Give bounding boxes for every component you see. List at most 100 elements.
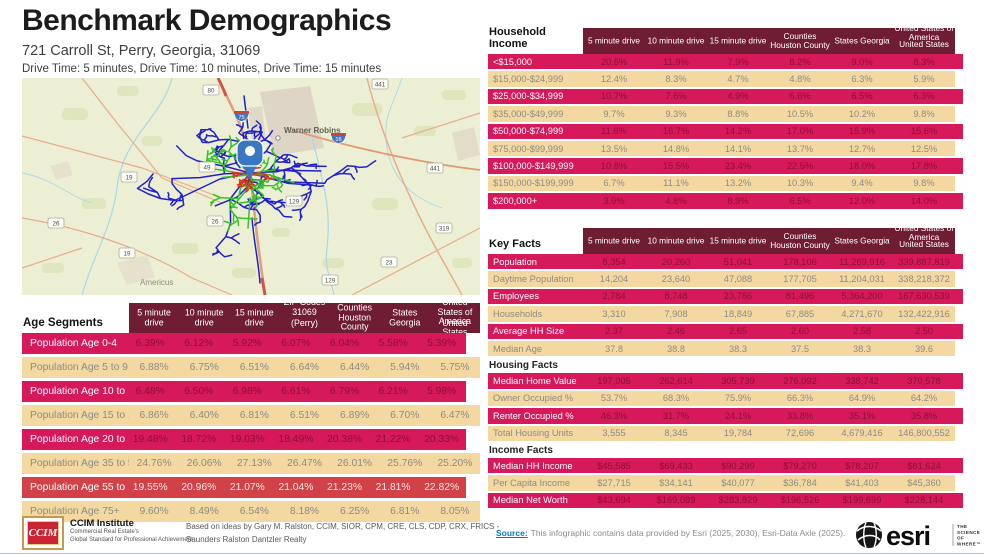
- table-row: Population Age 55 to 74 19.55% 20.96% 21.07…: [22, 477, 466, 498]
- highway-shield-number: 129: [325, 278, 336, 285]
- table-cell: 20.96%: [181, 482, 217, 493]
- table-cell: 64.9%: [848, 393, 876, 404]
- map-road: [22, 78, 480, 295]
- key-facts-table: Key Facts 5 minute drive 10 minute drive 15…: [488, 228, 963, 510]
- table-cell: 12.7%: [848, 143, 876, 154]
- table-cell: 4.8%: [665, 195, 687, 206]
- table-cell: $41,403: [845, 477, 879, 488]
- table-cell: 146,800,552: [898, 428, 950, 439]
- table-cell: 9.3%: [665, 108, 687, 119]
- table-cell: 339,887,819: [898, 256, 950, 267]
- table-cell: 20.6%: [600, 56, 628, 67]
- row-label: Households: [493, 308, 543, 319]
- table-cell: 5.94%: [390, 362, 420, 373]
- table-cell: 38.3: [852, 343, 872, 354]
- column-header: States Georgia: [379, 303, 430, 333]
- table-cell: $199,699: [842, 495, 882, 506]
- table-row: Median Age 37.8 38.8 38.3 37.5 38.3 39.6: [488, 340, 955, 357]
- table-cell: 5.98%: [427, 386, 457, 397]
- row-label: Average HH Size: [493, 326, 565, 337]
- table-row: Employees 2,784 8,748 23,786 81,496 5,364,200…: [488, 288, 963, 305]
- table-header-row: Key Facts 5 minute drive 10 minute drive 15…: [488, 228, 955, 254]
- esri-logo-graphic: esri THE SCIENCE OF WHERE™: [856, 521, 981, 551]
- table-row: $75,000-$99,999 13.5% 14.8% 14.1% 13.7% 12.7%…: [488, 140, 955, 157]
- column-header-overlap-label: United States: [899, 39, 949, 49]
- table-cell: 9.60%: [139, 506, 169, 517]
- highway-shield-number: 19: [126, 175, 133, 182]
- table-cell: 19.55%: [132, 482, 168, 493]
- column-header-overlap-label: United States: [442, 318, 468, 333]
- highway-shield-icon: 129: [321, 274, 339, 286]
- table-cell: 12.4%: [600, 74, 628, 85]
- table-row: Population Age 35 to 54 24.76% 26.06% 27.13…: [22, 453, 480, 474]
- table-row: Median HH Income $45,585 $69,433 $90,299 $79…: [488, 457, 963, 474]
- table-cell: 23,786: [723, 291, 753, 302]
- table-cell: 6.12%: [184, 338, 214, 349]
- table-cell: 38.8: [666, 343, 686, 354]
- age-segments-table: Age Segments 5 minute drive 10 minute driv…: [22, 303, 480, 525]
- table-row: <$15,000 20.6% 11.9% 7.9% 8.2% 9.0% 8.3%: [488, 54, 963, 70]
- column-header-label: 5 minute drive: [137, 307, 171, 327]
- table-cell: $90,299: [721, 460, 755, 471]
- table-row: $35,000-$49,999 9.7% 9.3% 8.8% 10.5% 10.2% 9.8…: [488, 106, 955, 122]
- table-cell: 25.20%: [437, 458, 473, 469]
- row-label: Median Age: [493, 343, 543, 354]
- highway-shield-icon: 129: [285, 195, 303, 207]
- table-cell: 6.44%: [340, 362, 370, 373]
- table-cell: $27,715: [597, 477, 631, 488]
- table-cell: 8.49%: [189, 506, 219, 517]
- map-pin-icon: [236, 139, 264, 183]
- row-label: Median Net Worth: [493, 495, 568, 506]
- interstate-shield-icon: 75: [233, 110, 250, 122]
- table-row: Total Housing Units 3,555 8,345 19,784 72,69…: [488, 425, 955, 441]
- table-cell: 178,106: [783, 256, 817, 267]
- svg-text:OF: OF: [957, 536, 964, 541]
- row-label: Population: [493, 256, 537, 267]
- source-link[interactable]: Source:: [496, 528, 528, 538]
- table-cell: 8,748: [664, 291, 688, 302]
- row-label: $25,000-$34,999: [493, 91, 564, 102]
- table-cell: 6.70%: [390, 410, 420, 421]
- table-row: Population Age 15 to 19 6.86% 6.40% 6.81% 6.…: [22, 405, 480, 426]
- table-cell: $69,433: [659, 460, 693, 471]
- table-cell: 2.65: [728, 326, 748, 337]
- table-cell: 6.88%: [139, 362, 169, 373]
- row-label: $75,000-$99,999: [493, 143, 564, 154]
- table-cell: 46.3%: [600, 410, 628, 421]
- table-cell: 2.50: [914, 326, 934, 337]
- table-cell: 8.3%: [665, 74, 687, 85]
- city-labels: Warner Robins Americus: [140, 126, 341, 287]
- column-header: Counties Houston County: [769, 28, 831, 54]
- table-row: Population Age 20 to 34 19.48% 18.72% 19.03…: [22, 429, 466, 450]
- column-header: 10 minute drive: [179, 303, 230, 333]
- interstate-shield-icon: 16: [330, 132, 347, 144]
- table-cell: $36,784: [783, 477, 817, 488]
- column-header-label: 10 minute drive: [647, 235, 705, 246]
- row-label: $15,000-$24,999: [493, 74, 564, 85]
- household-income-table: Household Income 5 minute drive 10 minute …: [488, 26, 963, 211]
- table-cell: 2.60: [790, 326, 810, 337]
- table-cell: 81,496: [785, 291, 815, 302]
- table-cell: 7.6%: [665, 91, 687, 102]
- table-cell: 25.76%: [387, 458, 423, 469]
- ccim-institute-name: CCIM Institute: [70, 518, 134, 529]
- table-cell: $43,694: [597, 495, 631, 506]
- row-label: Population Age 10 to 14: [30, 386, 126, 397]
- column-header-label: 5 minute drive: [587, 235, 641, 246]
- column-header-label: States Georgia: [389, 307, 421, 327]
- table-cell: 6.75%: [189, 362, 219, 373]
- column-header: Counties Houston County: [769, 228, 831, 254]
- column-header-label: Counties Houston County: [337, 303, 372, 332]
- subject-address: 721 Carroll St, Perry, Georgia, 31069: [22, 43, 261, 59]
- table-cell: 23.4%: [724, 161, 752, 172]
- row-label: Population Age 20 to 34: [30, 434, 126, 445]
- table-cell: 14.1%: [724, 143, 752, 154]
- table-cell: 11.9%: [663, 56, 689, 67]
- table-cell: $283,829: [718, 495, 758, 506]
- row-label: Employees: [493, 291, 539, 302]
- table-cell: 197,005: [597, 376, 631, 387]
- city-label: Warner Robins: [284, 126, 341, 135]
- table-row: Median Net Worth $43,694 $169,089 $283,829 $…: [488, 492, 963, 509]
- column-header: ZIP Codes 31069(Perry): [279, 303, 330, 333]
